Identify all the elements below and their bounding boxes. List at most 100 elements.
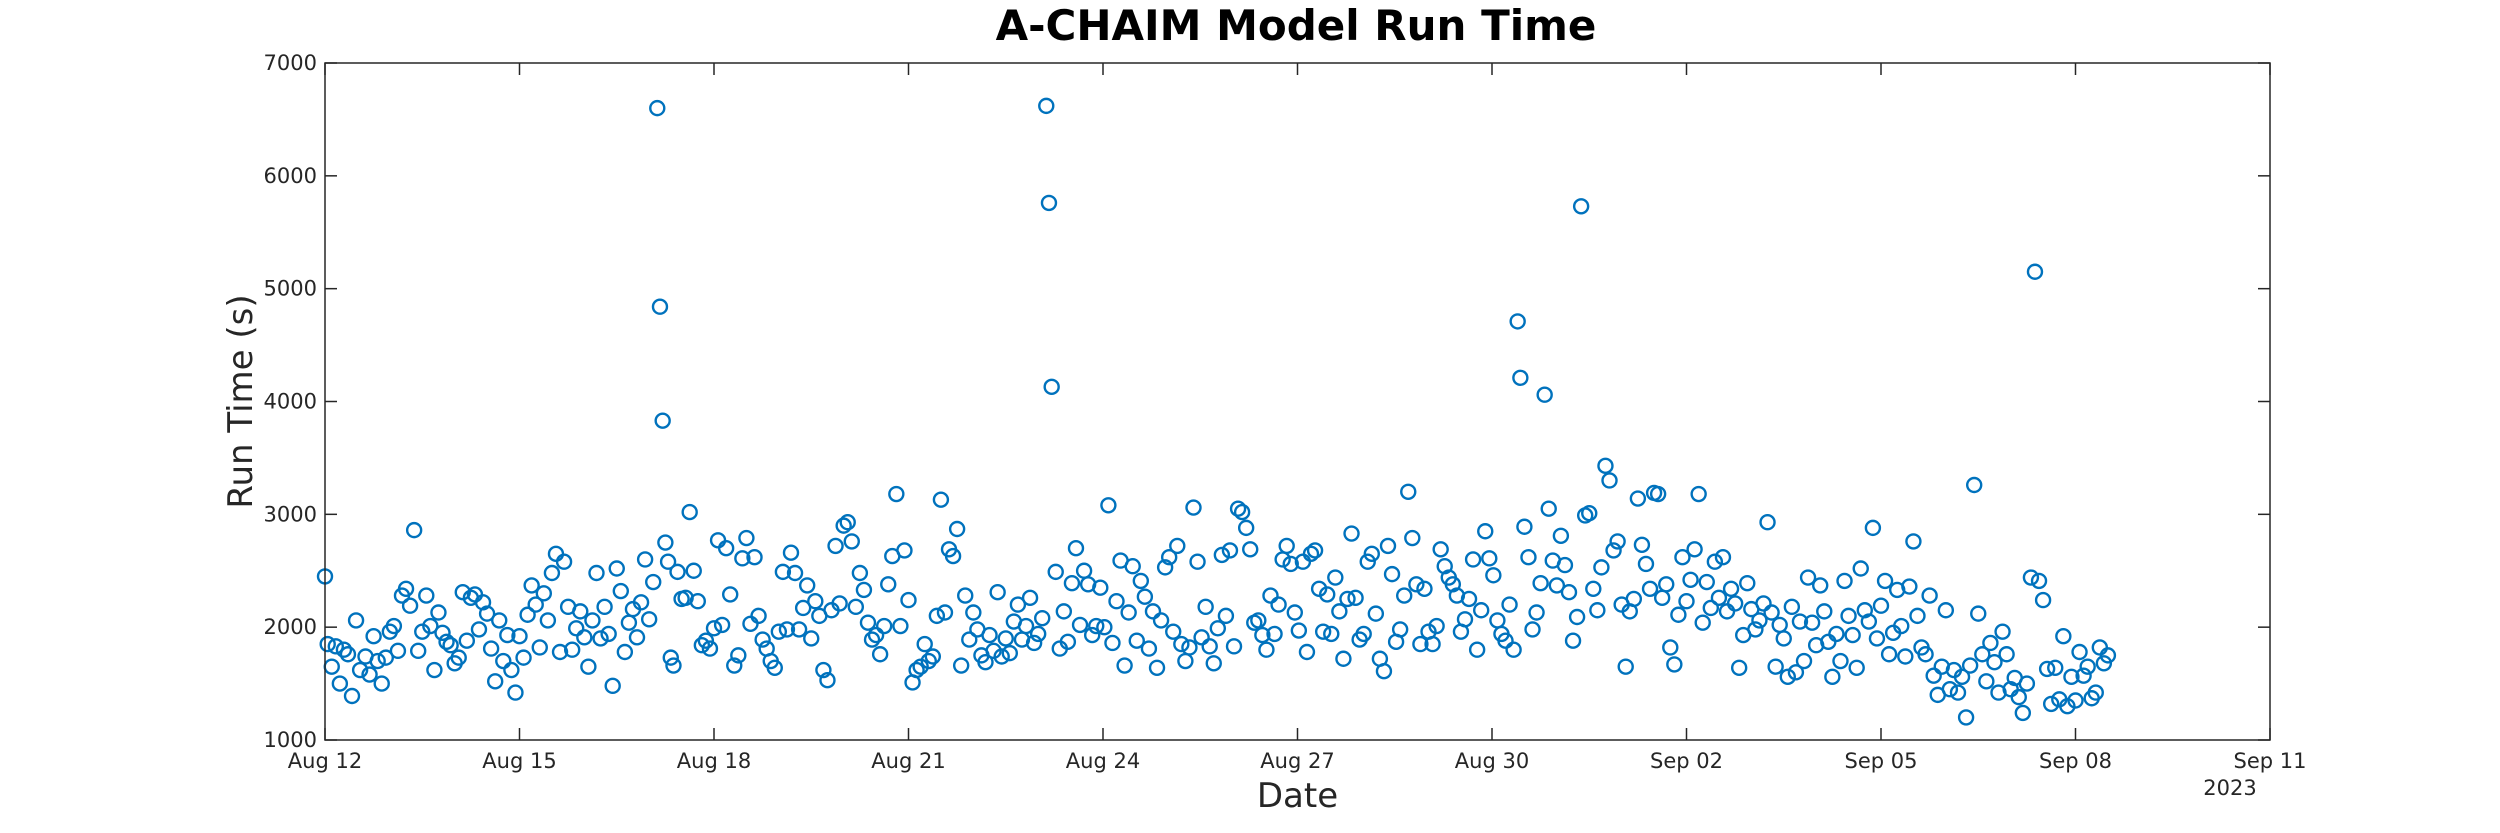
data-point (1120, 604, 1137, 621)
data-point (1124, 558, 1141, 575)
data-point (734, 550, 751, 567)
y-tick-label: 2000 (264, 615, 317, 639)
data-point (1609, 533, 1626, 550)
y-tick-label: 5000 (264, 277, 317, 301)
data-point (347, 612, 365, 629)
data-point (1250, 612, 1267, 629)
data-point (1040, 194, 1058, 212)
data-point (1690, 485, 1707, 503)
data-point (1359, 553, 1376, 570)
data-point (1771, 616, 1788, 634)
data-point (1921, 587, 1938, 604)
data-point (503, 661, 520, 679)
data-point (1633, 536, 1651, 553)
data-point (835, 517, 852, 534)
data-point (620, 614, 638, 631)
data-point (1314, 623, 1332, 640)
data-point (450, 649, 467, 666)
data-point (1953, 668, 1971, 686)
data-point (1327, 569, 1344, 586)
data-point (709, 532, 727, 549)
data-point (665, 657, 682, 674)
data-point (1100, 497, 1117, 514)
data-point (1893, 617, 1910, 635)
data-point (1649, 485, 1667, 503)
data-point (1472, 602, 1490, 619)
data-point (1116, 657, 1133, 674)
data-point (409, 642, 427, 660)
data-point (628, 629, 646, 646)
data-point (588, 564, 605, 582)
data-point (1367, 605, 1385, 622)
data-point (1217, 607, 1235, 625)
data-point (2022, 569, 2040, 586)
data-point (339, 646, 357, 663)
x-tick-label: Sep 05 (1845, 749, 1918, 773)
data-point (1497, 632, 1514, 649)
data-point (1747, 621, 1764, 638)
data-point (511, 627, 528, 645)
data-point (1540, 500, 1557, 517)
data-point (1824, 668, 1841, 686)
data-point (1290, 622, 1308, 639)
data-point (807, 593, 824, 610)
data-point (1416, 580, 1433, 598)
data-point (1957, 709, 1975, 726)
data-point (640, 611, 658, 628)
data-point (2063, 668, 2080, 686)
data-point (1532, 574, 1549, 592)
data-point (1852, 560, 1869, 577)
data-point (782, 544, 800, 561)
data-point (1298, 643, 1316, 661)
data-point (2014, 704, 2032, 722)
data-point (1751, 612, 1768, 629)
data-point (1140, 640, 1158, 657)
data-point (478, 605, 496, 622)
data-point (389, 642, 407, 660)
data-point (592, 630, 609, 647)
data-point (1205, 655, 1222, 672)
y-tick-label: 3000 (264, 502, 317, 526)
data-point (495, 652, 512, 670)
data-point (1481, 550, 1498, 567)
data-point (555, 553, 573, 570)
data-point (1055, 603, 1073, 620)
data-point (612, 582, 630, 600)
data-point (1730, 659, 1748, 676)
data-point (794, 599, 812, 617)
data-point (1424, 635, 1441, 653)
data-point (1347, 589, 1364, 607)
data-point (1096, 618, 1113, 636)
data-point (1282, 555, 1299, 573)
data-point (1189, 553, 1206, 570)
data-point (523, 577, 540, 594)
data-point (1581, 505, 1598, 522)
data-point (1836, 572, 1853, 590)
data-point (1799, 569, 1817, 586)
data-point (2071, 643, 2088, 661)
data-point (1464, 551, 1482, 568)
data-point (335, 641, 353, 658)
data-point (343, 687, 361, 705)
data-point (418, 587, 435, 604)
data-point (645, 573, 662, 591)
x-tick-label: Sep 11 (2234, 749, 2307, 773)
data-point (1025, 634, 1043, 652)
data-point (871, 646, 889, 663)
data-point (697, 632, 715, 649)
chart-title: A-CHAIM Model Run Time (996, 1, 1597, 50)
data-point (327, 638, 345, 655)
data-point (1306, 542, 1324, 559)
data-point (985, 642, 1002, 660)
data-point (507, 684, 524, 701)
data-point (422, 617, 439, 635)
data-point (1379, 537, 1397, 555)
data-point (803, 630, 820, 647)
data-point (1625, 590, 1643, 608)
data-point (1560, 583, 1578, 601)
data-point (1173, 635, 1190, 653)
data-point (1759, 514, 1776, 531)
data-point (1536, 386, 1553, 403)
data-point (1795, 652, 1813, 670)
data-point (1009, 596, 1027, 613)
